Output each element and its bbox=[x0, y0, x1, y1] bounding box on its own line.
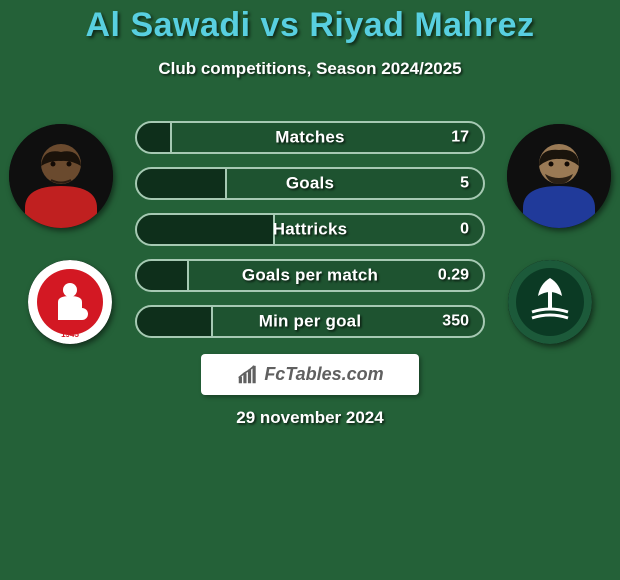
player1-avatar bbox=[9, 124, 113, 228]
stat-label: Hattricks bbox=[137, 219, 483, 239]
stat-right-value: 0 bbox=[460, 220, 469, 238]
brand-box[interactable]: FcTables.com bbox=[201, 354, 419, 395]
stat-label: Min per goal bbox=[137, 311, 483, 331]
stats-list: Matches17 Goals5 Hattricks0 Goals per match… bbox=[135, 121, 485, 351]
player2-avatar-svg bbox=[507, 124, 611, 228]
svg-text:1945: 1945 bbox=[61, 330, 79, 339]
stat-right-value: 5 bbox=[460, 174, 469, 192]
stat-row: Hattricks0 bbox=[135, 213, 485, 246]
player1-club-svg: 1945 bbox=[28, 260, 112, 344]
stat-row: Goals per match0.29 bbox=[135, 259, 485, 292]
stat-right-value: 17 bbox=[451, 128, 469, 146]
player1-avatar-svg bbox=[9, 124, 113, 228]
player2-avatar bbox=[507, 124, 611, 228]
page-title: Al Sawadi vs Riyad Mahrez bbox=[0, 0, 620, 45]
player2-club-badge bbox=[508, 260, 592, 344]
stat-label: Goals per match bbox=[137, 265, 483, 285]
brand-text: FcTables.com bbox=[264, 364, 383, 385]
player2-club-svg bbox=[508, 260, 592, 344]
player1-club-badge: 1945 bbox=[28, 260, 112, 344]
stat-row: Min per goal350 bbox=[135, 305, 485, 338]
stat-label: Matches bbox=[137, 127, 483, 147]
stat-label: Goals bbox=[137, 173, 483, 193]
bar-chart-icon bbox=[236, 364, 258, 386]
stat-row: Matches17 bbox=[135, 121, 485, 154]
stat-right-value: 350 bbox=[442, 312, 469, 330]
stat-row: Goals5 bbox=[135, 167, 485, 200]
stat-right-value: 0.29 bbox=[438, 266, 469, 284]
subtitle: Club competitions, Season 2024/2025 bbox=[0, 59, 620, 79]
page-root: Al Sawadi vs Riyad Mahrez Club competiti… bbox=[0, 0, 620, 580]
footer-date: 29 november 2024 bbox=[0, 408, 620, 428]
